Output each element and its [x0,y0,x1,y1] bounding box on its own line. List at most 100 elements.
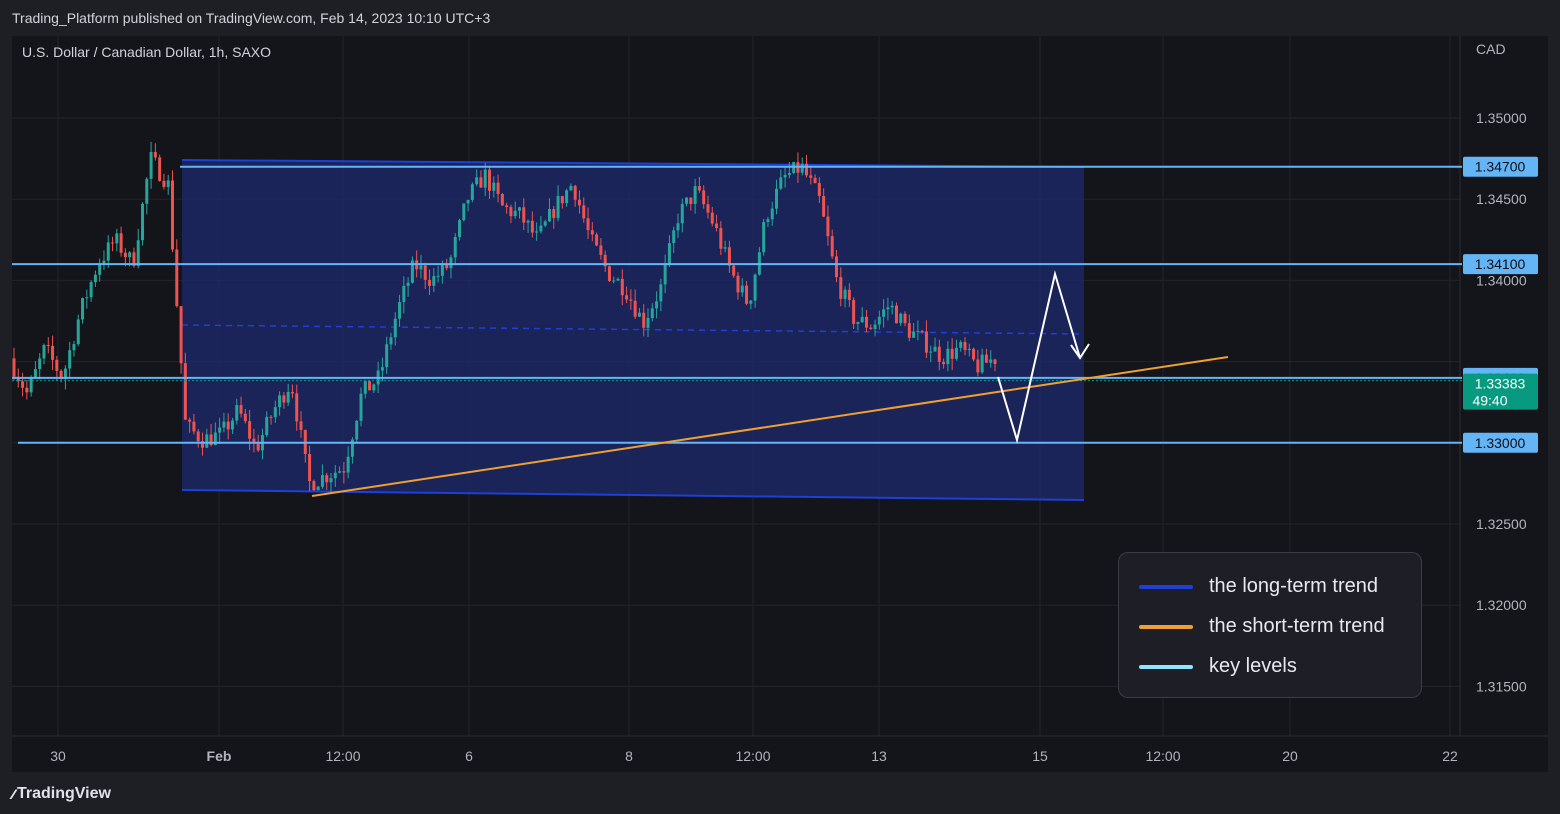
candle-body [933,346,937,352]
candle-body [629,299,633,301]
candle-body [655,301,659,309]
time-axis[interactable]: 30 Feb 12:00 6 8 12:00 13 15 12:00 20 22 [50,748,1458,764]
x-tick-label: 12:00 [735,748,770,764]
candle-body [543,221,547,226]
candle-body [132,252,136,266]
x-tick-label: 13 [871,748,887,764]
candle-body [488,169,492,191]
candle-body [775,188,779,209]
candle-body [192,421,196,432]
y-tick-label: 1.31500 [1476,678,1527,694]
brand-name: TradingView [17,785,111,802]
x-tick-label: 12:00 [1145,748,1180,764]
candle-body [466,199,470,204]
candle-body [205,434,209,448]
short-term-swatch [1139,624,1193,629]
candle-body [924,331,928,353]
candle-body [445,263,449,269]
candle-body [577,199,581,206]
candle-body [680,203,684,224]
candle-body [355,420,359,440]
candle-body [869,327,873,330]
candle-body [329,478,333,483]
x-tick-label: 12:00 [325,748,360,764]
candle-body [500,194,504,206]
candle-body [166,180,170,187]
candle-body [732,265,736,276]
candle-body [55,359,59,371]
candle-body [453,236,457,258]
candle-body [522,207,526,223]
candle-body [389,337,393,345]
candle-body [398,302,402,319]
candle-body [637,312,641,317]
candle-body [822,196,826,217]
candle-body [740,285,744,293]
candle-body [766,219,770,223]
candle-body [33,369,37,379]
candle-body [406,282,410,286]
candle-body [676,223,680,231]
candle-body [51,345,55,360]
candle-body [539,225,543,232]
candle-body [813,177,817,184]
candle-body [920,330,924,332]
candle-body [749,300,753,304]
candle-body [299,421,303,430]
candle-body [762,222,766,253]
candle-body [556,196,560,219]
legend-item-long-term: the long-term trend [1139,575,1378,598]
candle-body [650,308,654,319]
candle-body [483,169,487,188]
candle-body [526,220,530,223]
candle-body [856,322,860,324]
candle-body [213,432,217,445]
candle-body [976,359,980,373]
candle-body [590,230,594,235]
candle-body [141,203,145,241]
x-tick-label: 15 [1032,748,1048,764]
candle-body [535,231,539,233]
candle-body [852,299,856,324]
y-tick-label: 1.34500 [1476,191,1527,207]
candle-body [248,421,252,439]
key-level-tag [1463,432,1538,453]
short-term-trend [311,356,1229,497]
candle-body [963,341,967,351]
candle-body [12,358,16,377]
candle-body [530,220,534,233]
price-axis[interactable]: 1.35000 1.34500 1.34000 1.32500 1.32000 1.315… [1463,110,1538,694]
candle-body [410,260,414,283]
candle-body [916,330,920,332]
candle-body [222,421,226,428]
candle-body [847,289,851,300]
candle-body [946,348,950,365]
candle-body [672,230,676,244]
candle-body [809,175,813,178]
candle-body [693,186,697,205]
candle-body [286,391,290,403]
candle-body [954,347,958,359]
candle-body [899,313,903,324]
candle-body [243,413,247,422]
candle-body [368,381,372,391]
candle-body [402,285,406,303]
candle-body [325,475,329,483]
candle-body [188,419,192,422]
candle-body [179,306,183,364]
candle-body [770,208,774,220]
candle-body [63,368,67,379]
candle-body [573,185,577,200]
current-price-label: 1.33383 [1475,376,1526,392]
candle-body [834,256,838,278]
candle-body [967,348,971,351]
candle-body [115,233,119,244]
key-level-label: 1.34700 [1475,159,1526,175]
candle-body [158,157,162,181]
candle-body [942,361,946,365]
tradingview-logo[interactable]: ⁄⁄⁄ TradingView [12,785,111,803]
candle-body [372,384,376,391]
legend-item-short-term: the short-term trend [1139,615,1385,638]
candle-body [702,190,706,205]
candle-body [128,252,132,258]
